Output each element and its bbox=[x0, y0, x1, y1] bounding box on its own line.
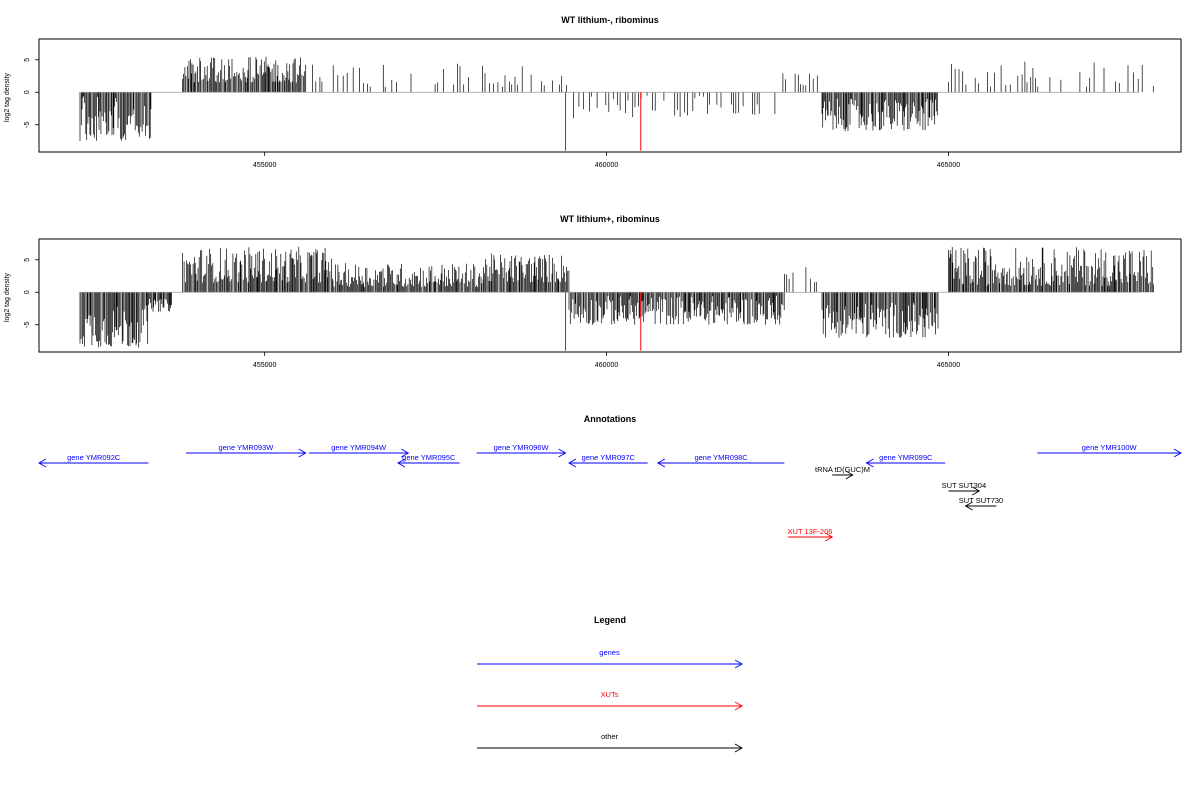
legend-item: XUTs bbox=[477, 690, 743, 711]
annotation-label: gene YMR097C bbox=[582, 453, 636, 462]
annotation-label: gene YMR099C bbox=[879, 453, 933, 462]
x-axis: 455000 460000 465000 bbox=[253, 352, 960, 369]
legend-label: XUTs bbox=[601, 690, 619, 699]
x-tick-label: 460000 bbox=[595, 162, 618, 169]
annotation-label: SUT SUT304 bbox=[942, 481, 986, 490]
x-tick-label: 455000 bbox=[253, 162, 276, 169]
annotation-feature: SUT SUT304 bbox=[942, 481, 986, 496]
y-axis-label: log2 tag density bbox=[4, 272, 11, 322]
plot-frame bbox=[38, 38, 1182, 153]
annotation-feature: SUT SUT730 bbox=[959, 496, 1003, 511]
coverage-bars bbox=[79, 246, 1154, 348]
x-axis: 455000 460000 465000 bbox=[253, 152, 960, 169]
annotation-feature: gene YMR096W bbox=[476, 443, 567, 458]
annotation-label: SUT SUT730 bbox=[959, 496, 1003, 505]
annotation-feature: gene YMR099C bbox=[865, 453, 946, 468]
x-tick-label: 455000 bbox=[253, 362, 276, 369]
legend-items: genes XUTs other bbox=[477, 648, 743, 753]
annotation-feature: gene YMR093W bbox=[186, 443, 307, 458]
annotation-label: gene YMR095C bbox=[402, 453, 456, 462]
annotation-label: gene YMR094W bbox=[331, 443, 387, 452]
highlight-lines bbox=[565, 92, 642, 151]
x-tick-label: 465000 bbox=[937, 162, 960, 169]
y-tick-label: 5 bbox=[24, 58, 31, 62]
annotation-label: gene YMR092C bbox=[67, 453, 121, 462]
y-tick-label: 5 bbox=[24, 258, 31, 262]
y-tick-label: -5 bbox=[24, 322, 31, 328]
plot-frame bbox=[38, 238, 1182, 353]
x-tick-label: 460000 bbox=[595, 362, 618, 369]
annotation-features: gene YMR092C gene YMR093W gene YMR094W gene… bbox=[38, 443, 1182, 542]
annotation-feature: XUT 13F-206 bbox=[788, 527, 834, 542]
annotation-feature: gene YMR098C bbox=[656, 453, 785, 468]
annotation-feature: gene YMR097C bbox=[568, 453, 648, 468]
annotation-feature: gene YMR094W bbox=[309, 443, 410, 458]
y-axis: 5 0 -5 bbox=[24, 258, 39, 328]
annotation-label: gene YMR096W bbox=[494, 443, 550, 452]
panel-title: WT lithium-, ribominus bbox=[561, 15, 659, 25]
annotation-feature: gene YMR100W bbox=[1037, 443, 1182, 458]
coverage-panel-lithium-minus: WT lithium-, ribominus 455000 460000 46500… bbox=[4, 15, 1182, 169]
annotation-label: tRNA tD(GUC)M bbox=[815, 465, 870, 474]
legend: Legend genes XUTs other bbox=[477, 615, 743, 753]
annotation-feature: gene YMR092C bbox=[38, 453, 149, 468]
annotation-feature: gene YMR095C bbox=[397, 453, 460, 468]
y-axis-label: log2 tag density bbox=[4, 72, 11, 122]
y-axis: 5 0 -5 bbox=[24, 58, 39, 128]
annotation-label: gene YMR100W bbox=[1082, 443, 1138, 452]
legend-title: Legend bbox=[594, 615, 626, 625]
legend-label: genes bbox=[599, 648, 620, 657]
annotation-label: XUT 13F-206 bbox=[788, 527, 833, 536]
y-tick-label: 0 bbox=[24, 90, 31, 94]
y-tick-label: 0 bbox=[24, 290, 31, 294]
annotations-title: Annotations bbox=[584, 414, 637, 424]
annotation-label: gene YMR093W bbox=[218, 443, 274, 452]
legend-item: other bbox=[477, 732, 743, 753]
legend-label: other bbox=[601, 732, 619, 741]
y-tick-label: -5 bbox=[24, 122, 31, 128]
coverage-bars bbox=[79, 56, 1154, 141]
x-tick-label: 465000 bbox=[937, 362, 960, 369]
annotation-label: gene YMR098C bbox=[694, 453, 748, 462]
legend-item: genes bbox=[477, 648, 743, 669]
panel-title: WT lithium+, ribominus bbox=[560, 214, 660, 224]
annotation-feature: tRNA tD(GUC)M bbox=[815, 465, 870, 480]
coverage-panel-lithium-plus: WT lithium+, ribominus 455000 460000 46500… bbox=[4, 214, 1182, 369]
highlight-lines bbox=[565, 292, 642, 351]
